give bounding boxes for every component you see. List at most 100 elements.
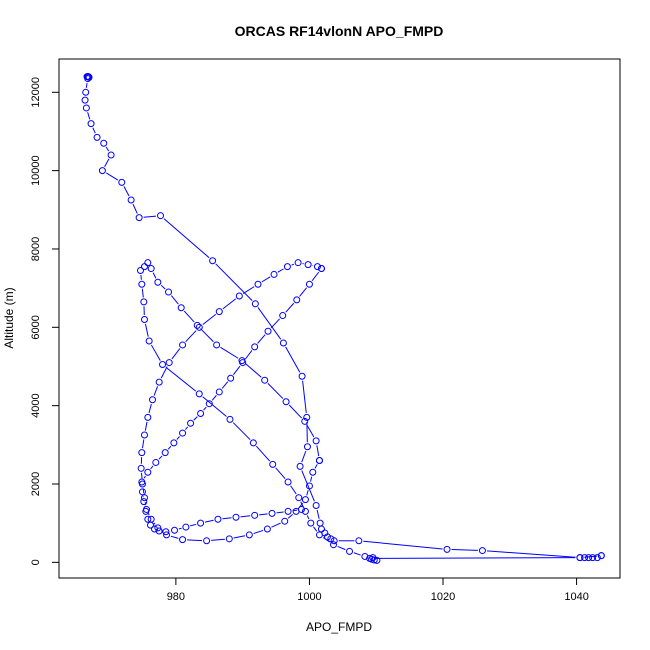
series-line-segment [200, 328, 214, 343]
data-point [239, 359, 247, 367]
data-point [187, 419, 195, 427]
series-line-segment [178, 527, 182, 530]
series-line-segment [301, 450, 307, 463]
series-line-segment [211, 538, 225, 541]
data-point [295, 494, 303, 502]
data-point [251, 343, 259, 351]
data-point [145, 337, 153, 345]
data-point [261, 376, 269, 384]
data-point [84, 75, 92, 83]
series-line-segment [311, 271, 320, 281]
series-line-segment [163, 218, 210, 259]
data-point [279, 339, 287, 347]
data-point [142, 507, 150, 515]
data-point [304, 261, 312, 269]
data-point [298, 372, 306, 380]
series-line-segment [152, 272, 157, 279]
data-point [312, 502, 320, 510]
chart-title: ORCAS RF14vlonN APO_FMPD [235, 23, 444, 39]
series-line-segment [313, 526, 318, 532]
data-point [170, 439, 178, 447]
data-point [155, 378, 163, 386]
data-point [118, 178, 126, 186]
y-tick-label: 6000 [30, 315, 42, 339]
series-line-segment [123, 186, 130, 197]
series-line-segment [245, 363, 262, 378]
data-point [301, 496, 309, 504]
series-line-segment [160, 366, 168, 379]
data-point [197, 409, 205, 417]
series-line-segment [290, 485, 297, 495]
series-line-segment [276, 511, 284, 514]
data-point [157, 212, 165, 220]
data-point [151, 525, 159, 533]
series-line-segment [165, 366, 197, 392]
data-point [232, 513, 240, 521]
data-point [284, 507, 292, 515]
data-point [213, 341, 221, 349]
data-point [154, 278, 162, 286]
series-line-segment [288, 404, 303, 419]
series-line-segment [222, 298, 237, 310]
data-point [159, 361, 167, 369]
series-line-segment [301, 470, 315, 502]
data-point [576, 554, 584, 562]
series-line-segment [144, 421, 148, 431]
data-point [293, 296, 301, 304]
data-point [195, 390, 203, 398]
series-line-segment [486, 550, 576, 558]
data-point [85, 73, 93, 81]
series-line-segment [185, 330, 197, 343]
data-point [144, 259, 152, 267]
series-line-segment [187, 539, 203, 542]
series-line-segment [203, 406, 207, 411]
data-point [593, 554, 601, 562]
series-line-segment [141, 472, 143, 480]
series-line-segment [287, 513, 294, 519]
data-point [309, 468, 317, 476]
data-point [263, 525, 271, 533]
data-point [235, 292, 243, 300]
series-line-segment [306, 515, 310, 520]
series-line-segment [143, 475, 146, 479]
series-line-segment [204, 519, 214, 523]
x-tick-label: 1040 [564, 591, 588, 603]
data-point [179, 429, 187, 437]
data-point [144, 468, 152, 476]
data-point [162, 528, 170, 536]
series-line-segment [374, 557, 576, 559]
series-line-segment [176, 436, 180, 440]
series-line-segment [153, 386, 159, 396]
series-4 [138, 265, 325, 536]
series-line-segment [148, 403, 152, 414]
series-line-segment [170, 295, 179, 305]
series-line-segment [92, 127, 96, 134]
series-line-segment [306, 424, 315, 438]
series-line-segment [270, 318, 281, 329]
data-point [144, 413, 152, 421]
data-point [165, 359, 173, 367]
series-line-segment [202, 396, 227, 417]
series-line-segment [271, 522, 281, 528]
series-line-segment [259, 513, 268, 516]
data-point [330, 537, 338, 545]
data-point [98, 167, 106, 175]
series-line-segment [143, 215, 157, 218]
series-line-segment [193, 416, 198, 421]
series-line-segment [257, 307, 282, 340]
data-point [283, 263, 291, 271]
series-line-segment [285, 302, 295, 313]
series-line-segment [314, 464, 318, 469]
series-line-segment [221, 381, 229, 389]
series-line-segment [233, 535, 246, 539]
series-line-segment [167, 445, 172, 450]
series-line-segment [87, 112, 91, 120]
data-point [82, 104, 90, 112]
series-line-segment [158, 455, 163, 460]
data-point [312, 437, 320, 445]
series-line-segment [202, 314, 217, 325]
series-line-segment [240, 515, 251, 518]
data-point [147, 265, 155, 273]
data-point [214, 515, 222, 523]
y-tick-label: 12000 [30, 77, 42, 108]
